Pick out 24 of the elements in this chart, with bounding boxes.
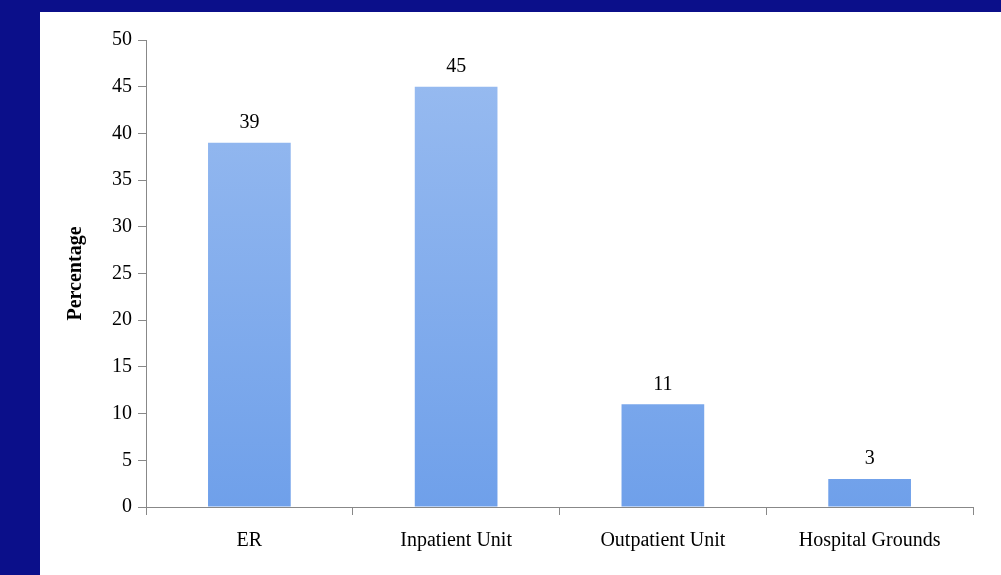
- bar: [208, 142, 291, 507]
- x-tick-label: Outpatient Unit: [600, 528, 726, 552]
- y-tick-label: 30: [112, 214, 132, 237]
- y-tick-label: 40: [112, 120, 132, 143]
- y-tick-label: 20: [112, 307, 132, 330]
- bar: [621, 404, 705, 507]
- x-tick-label: Hospital Grounds: [798, 528, 941, 552]
- data-label: 39: [239, 109, 260, 132]
- y-tick-label: 35: [112, 167, 132, 190]
- data-label: 45: [446, 53, 467, 76]
- y-tick-label: 15: [112, 354, 132, 377]
- bar: [414, 86, 498, 507]
- data-label: 3: [864, 446, 875, 469]
- x-tick-label: Inpatient Unit: [400, 528, 513, 552]
- y-tick-label: 10: [112, 400, 132, 423]
- y-tick-label: 45: [112, 73, 132, 96]
- y-tick-label: 0: [122, 494, 132, 517]
- y-tick-label: 50: [112, 27, 132, 50]
- y-tick-label: 25: [112, 260, 132, 283]
- y-tick-label: 5: [122, 447, 132, 470]
- y-axis-title: Percentage: [63, 226, 87, 321]
- bar: [828, 478, 911, 507]
- x-tick-label: ER: [236, 528, 263, 551]
- data-label: 11: [653, 371, 673, 394]
